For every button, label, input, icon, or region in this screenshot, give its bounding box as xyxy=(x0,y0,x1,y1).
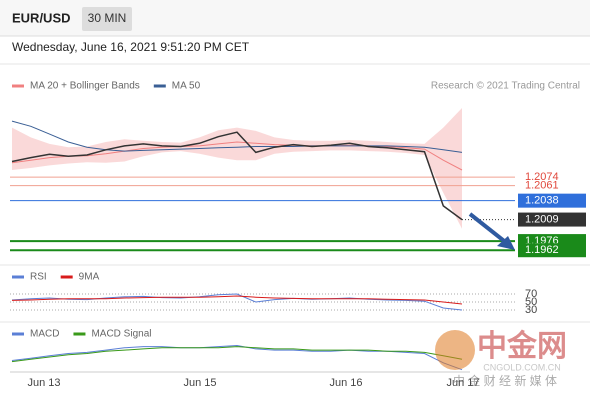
resistance-label: 1.2074 xyxy=(525,171,559,183)
last-label: 1.2009 xyxy=(525,213,559,225)
forecast-arrowhead xyxy=(497,236,515,250)
indicator-line xyxy=(11,346,463,363)
resistance-label: 1.2061 xyxy=(525,180,559,192)
symbol: EUR/USD xyxy=(12,10,71,25)
sup-label-box xyxy=(518,243,586,258)
x-tick-label: Jun 15 xyxy=(183,377,216,389)
y-tick-label: 30 xyxy=(525,304,537,316)
legend-label: MA 50 xyxy=(172,81,201,92)
watermark-site: CNGOLD.COM.CN xyxy=(483,362,561,372)
watermark: 中金网 CNGOLD.COM.CN 中 金 财 经 新 媒 体 xyxy=(435,329,567,388)
price-line xyxy=(11,131,463,221)
pivot-label-box xyxy=(518,193,586,208)
bollinger-band xyxy=(12,108,462,229)
legend-label: MACD Signal xyxy=(91,329,151,340)
datetime: Wednesday, June 16, 2021 9:51:20 PM CET xyxy=(12,40,250,54)
last-label-box xyxy=(518,212,586,227)
y-tick-label: 50 xyxy=(525,296,537,308)
ma50-line xyxy=(11,120,463,153)
watermark-logo xyxy=(435,330,475,370)
indicator-line xyxy=(11,295,463,305)
legend-label: MA 20 + Bollinger Bands xyxy=(30,81,140,92)
indicator-line xyxy=(11,293,463,311)
watermark-brand: 中金网 xyxy=(477,329,567,363)
legend-label: 9MA xyxy=(79,272,100,283)
legend-label: MACD xyxy=(30,329,59,340)
indicator-line xyxy=(11,344,463,371)
x-tick-label: Jun 17 xyxy=(446,377,479,389)
legend-label: RSI xyxy=(30,272,47,283)
pivot-label: 1.2038 xyxy=(525,195,559,207)
interval-button[interactable] xyxy=(82,7,132,31)
sup-label: 1.1962 xyxy=(525,244,559,256)
forecast-arrow xyxy=(468,212,510,246)
x-tick-label: Jun 13 xyxy=(27,377,60,389)
x-tick-label: Jun 16 xyxy=(329,377,362,389)
watermark-tagline: 中 金 财 经 新 媒 体 xyxy=(453,373,557,388)
y-tick-label: 70 xyxy=(525,288,537,300)
credit: Research © 2021 Trading Central xyxy=(431,81,580,92)
interval-label[interactable]: 30 MIN xyxy=(88,11,127,25)
